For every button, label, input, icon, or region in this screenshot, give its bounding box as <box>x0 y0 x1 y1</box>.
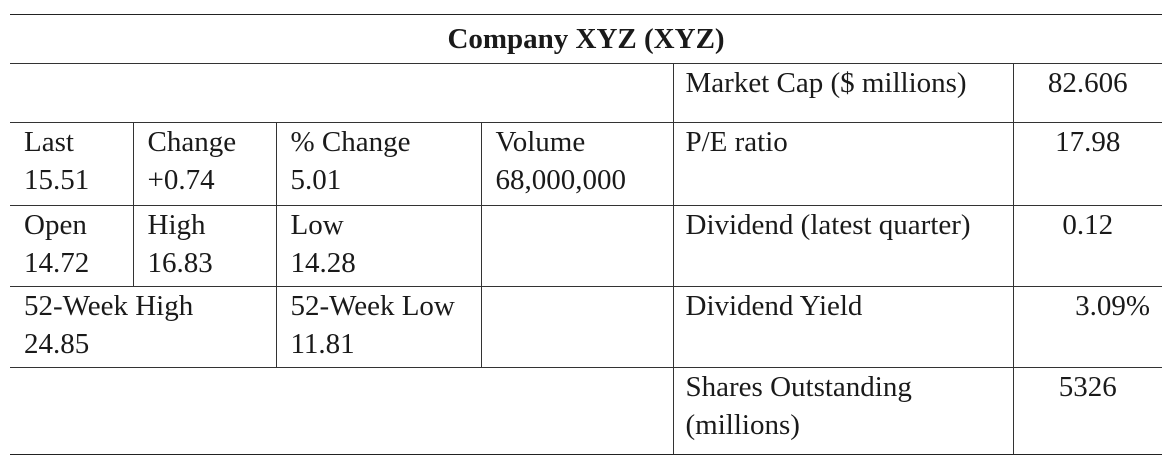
volume-cell: Volume 68,000,000 <box>480 122 673 206</box>
week52-high-value: 24.85 <box>24 328 90 360</box>
dividend-yield-label: Dividend Yield <box>672 286 1013 368</box>
low-cell: Low 14.28 <box>275 205 481 287</box>
pct-change-label: % Change <box>290 126 411 158</box>
title-row: Company XYZ (XYZ) <box>10 14 1163 64</box>
last-label: Last <box>24 126 74 158</box>
volume-value: 68,000,000 <box>495 164 627 196</box>
shares-outstanding-cell: Shares Outstanding (millions) <box>672 367 1013 455</box>
empty-cell <box>10 367 673 455</box>
empty-cell <box>10 63 673 123</box>
low-value: 14.28 <box>290 247 356 279</box>
pct-change-value: 5.01 <box>290 164 342 196</box>
week52-low-cell: 52-Week Low 11.81 <box>275 286 481 368</box>
dividend-label: Dividend (latest quarter) <box>672 205 1013 287</box>
week52-low-value: 11.81 <box>290 328 355 360</box>
dividend-yield-value: 3.09% <box>1012 286 1163 368</box>
table-row: Market Cap ($ millions) 82.606 <box>10 63 1163 123</box>
dividend-value: 0.12 <box>1012 205 1163 287</box>
change-label: Change <box>147 126 237 158</box>
open-label: Open <box>24 209 87 241</box>
pe-ratio-label: P/E ratio <box>672 122 1013 206</box>
market-cap-value: 82.606 <box>1012 63 1163 123</box>
market-cap-label: Market Cap ($ millions) <box>672 63 1013 123</box>
table-row: Open 14.72 High 16.83 Low 14.28 Dividend… <box>10 205 1163 287</box>
stock-quote-table: Company XYZ (XYZ) Market Cap ($ millions… <box>10 14 1163 455</box>
high-label: High <box>147 209 206 241</box>
week52-high-cell: 52-Week High 24.85 <box>10 286 276 368</box>
volume-label: Volume <box>495 126 586 158</box>
shares-outstanding-value: 5326 <box>1012 367 1163 455</box>
open-cell: Open 14.72 <box>10 205 133 287</box>
table-row: 52-Week High 24.85 52-Week Low 11.81 Div… <box>10 286 1163 368</box>
shares-outstanding-label: Shares Outstanding <box>685 371 912 403</box>
shares-outstanding-unit: (millions) <box>685 409 800 441</box>
pe-ratio-value: 17.98 <box>1012 122 1163 206</box>
change-cell: Change +0.74 <box>132 122 276 206</box>
pct-change-cell: % Change 5.01 <box>275 122 481 206</box>
table-title: Company XYZ (XYZ) <box>10 14 1163 64</box>
open-value: 14.72 <box>24 247 90 279</box>
last-cell: Last 15.51 <box>10 122 133 206</box>
low-label: Low <box>290 209 344 241</box>
high-cell: High 16.83 <box>132 205 276 287</box>
high-value: 16.83 <box>147 247 213 279</box>
table-row: Last 15.51 Change +0.74 % Change 5.01 Vo… <box>10 122 1163 206</box>
week52-low-label: 52-Week Low <box>290 290 455 322</box>
last-value: 15.51 <box>24 164 90 196</box>
empty-cell <box>480 286 673 368</box>
week52-high-label: 52-Week High <box>24 290 194 322</box>
change-value: +0.74 <box>147 164 215 196</box>
table-row: Shares Outstanding (millions) 5326 <box>10 367 1163 455</box>
empty-cell <box>480 205 673 287</box>
